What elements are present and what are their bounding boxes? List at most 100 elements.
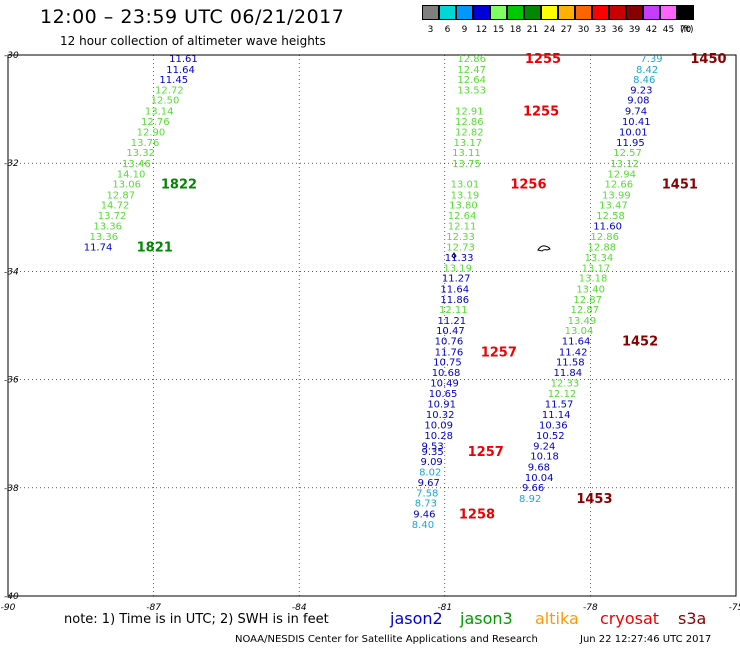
wave-height-label: 13.80 [449,201,478,212]
wave-height-label: 12.86 [457,54,486,65]
wave-height-label: 9.08 [627,96,649,107]
wave-height-label: 11.27 [442,274,471,285]
lat-tick-label: -32 [4,159,19,169]
pass-time-label: 1822 [161,178,197,193]
lat-tick-label: -34 [4,267,19,277]
wave-height-label: 11.64 [440,284,469,295]
wave-height-label: 12.64 [448,211,477,222]
wave-height-label: 12.88 [587,242,616,253]
wave-height-label: 13.04 [565,326,594,337]
wave-height-label: 9.68 [528,462,550,473]
wave-height-label: 8.42 [636,65,658,76]
wave-height-label: 12.76 [141,117,170,128]
legend-swatch [660,5,677,20]
footer-date: Jun 22 12:27:46 UTC 2017 [580,634,712,645]
pass-time-label: 1450 [690,52,726,67]
wave-height-label: 11.45 [159,75,188,86]
wave-height-label: 12.57 [613,148,642,159]
legend-label: 39 [628,25,641,35]
wave-height-label: 8.40 [412,520,434,531]
legend-swatch [677,5,694,20]
wave-height-label: 12.72 [155,85,184,96]
legend-label: 27 [560,25,573,35]
wave-height-label: 12.66 [604,180,633,191]
wave-height-label: 13.99 [602,190,631,201]
legend-unit: (ft) [680,25,694,35]
wave-height-label: 9.67 [418,478,440,489]
lon-tick-label: -75 [729,603,740,613]
legend-swatch [609,5,626,20]
wave-height-label: 12.87 [107,190,136,201]
wave-height-label: 10.18 [530,452,559,463]
wave-height-label: 9.53 [422,441,444,452]
legend-swatch [626,5,643,20]
legend-swatch [575,5,592,20]
wave-height-label: 12.50 [151,96,180,107]
legend-swatch [473,5,490,20]
lon-tick-label: -90 [1,603,16,613]
wave-height-label: 14.72 [101,201,130,212]
lon-tick-label: -84 [292,603,307,613]
pass-time-label: 1255 [523,105,559,120]
wave-height-label: 12.73 [446,242,475,253]
wave-height-label: 13.72 [98,211,127,222]
pass-time-label: 1451 [662,178,698,193]
wave-height-label: 11.64 [562,336,591,347]
legend-label: 18 [509,25,522,35]
wave-height-label: 10.09 [424,420,453,431]
wave-height-label: 12.64 [457,75,486,86]
pass-time-label: 1257 [468,445,504,460]
wave-height-label: 9.09 [421,457,443,468]
legend-label: 21 [526,25,539,35]
wave-height-label: 8.92 [519,494,541,505]
legend-label: 12 [475,25,488,35]
wave-height-label: 13.11 [452,148,481,159]
wave-height-label: 10.49 [430,379,459,390]
wave-height-label: 10.65 [429,389,458,400]
wave-height-label: 9.23 [630,85,652,96]
wave-height-label: 10.32 [426,410,455,421]
legend-swatch [422,5,439,20]
track-2: 12.8612.4712.6413.5312.9112.8612.8213.17… [412,52,561,531]
wave-height-label: 10.36 [539,420,568,431]
legend-label: 15 [492,25,505,35]
wave-height-label: 12.47 [457,65,486,76]
wave-height-label: 8.46 [633,75,655,86]
wave-height-label: 12.33 [446,232,475,243]
wave-height-label: 12.11 [448,222,477,233]
wave-height-label: 8.02 [419,467,441,478]
pass-time-label: 1256 [510,178,546,193]
wave-height-label: 11.74 [84,242,113,253]
lat-tick-label: -36 [4,376,19,386]
legend-label: 9 [461,25,468,35]
island-shape [451,252,457,259]
wave-height-label: 12.86 [590,232,619,243]
wave-height-label: 12.94 [607,169,636,180]
wave-height-label: 7.39 [640,54,662,65]
legend-swatch [592,5,609,20]
wave-height-label: 13.17 [582,263,611,274]
pass-time-label: 1452 [622,334,658,349]
island-shape [537,245,551,252]
wave-height-label: 13.36 [90,232,119,243]
mission-cryosat: cryosat [600,609,660,628]
pass-time-label: 1821 [137,240,173,255]
mission-altika: altika [535,609,579,628]
wave-height-label: 12.82 [455,128,484,139]
wave-height-label: 11.76 [435,347,464,358]
track-3: 7.398.428.469.239.089.7410.4110.0111.951… [519,52,727,507]
lat-tick-label: -30 [4,51,19,61]
wave-height-label: 10.68 [432,368,461,379]
wave-height-label: 13.18 [579,274,608,285]
wave-height-label: 12.58 [596,211,625,222]
wave-height-label: 9.66 [522,483,544,494]
axis-ticks: -90 -87 -84 -81 -78 -75 -30 -32 -34 -36 -38 -40 [1,51,740,613]
legend-swatch [524,5,541,20]
wave-height-label: 11.57 [545,400,574,411]
map-grid [7,54,737,597]
wave-height-label: 13.32 [126,148,155,159]
wave-height-label: 12.12 [548,389,577,400]
legend-label: 3 [427,25,434,35]
mission-jason2: jason2 [390,609,443,628]
